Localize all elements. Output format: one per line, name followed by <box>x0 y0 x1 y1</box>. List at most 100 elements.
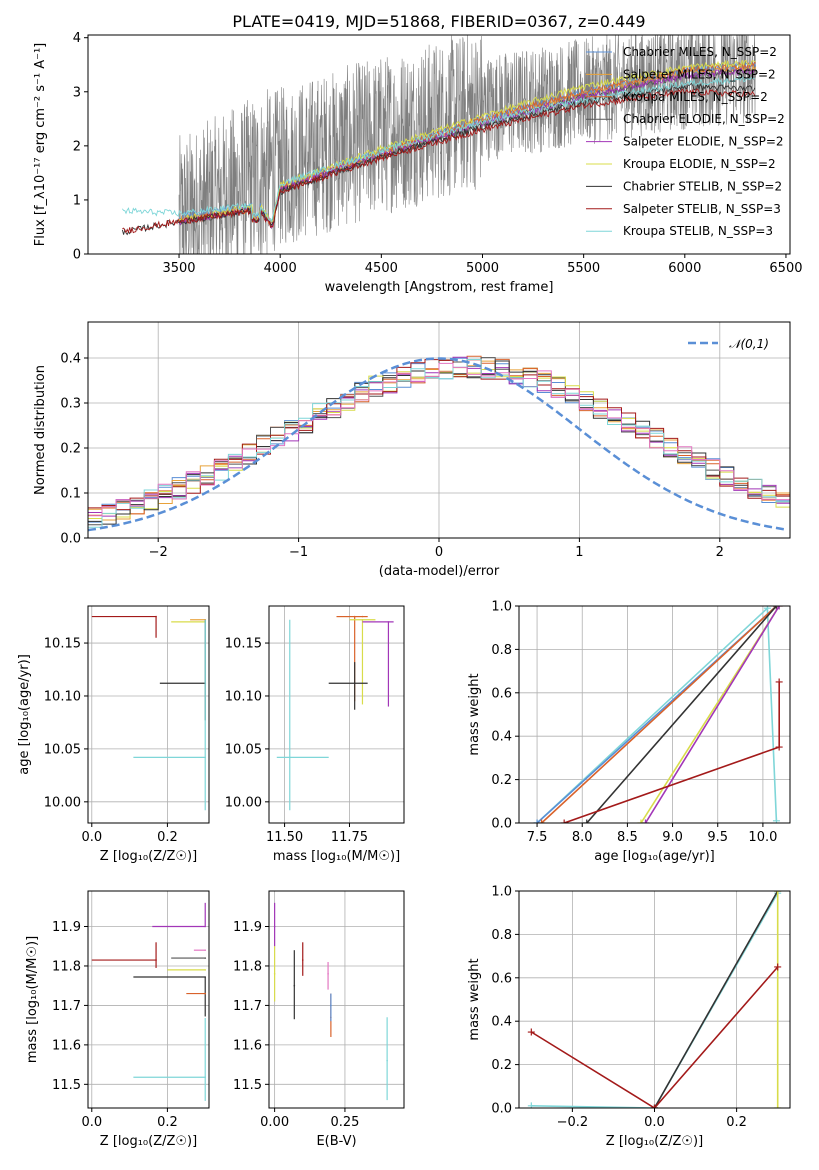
data-point <box>273 973 276 975</box>
y-tick-label: 11.5 <box>233 1078 262 1093</box>
y-tick-label: 11.9 <box>52 920 81 935</box>
data-point <box>204 925 207 928</box>
y-tick-label: 10.05 <box>225 742 262 757</box>
x-axis-label: Z [log₁₀(Z/Z☉)] <box>606 1134 703 1149</box>
x-axis-label: (data-model)/error <box>379 564 500 579</box>
axes-frame <box>268 890 405 1109</box>
data-point <box>204 976 207 978</box>
x-tick-label: 4500 <box>365 261 398 276</box>
normal-reference-curve <box>88 357 788 532</box>
legend: Chabrier MILES, N_SSP=2 Salpeter MILES, N… <box>586 45 785 238</box>
x-axis-label: mass [log₁₀(M/M☉)] <box>273 849 400 864</box>
data-point <box>386 1059 388 1062</box>
legend-label: Kroupa STELIB, N_SSP=3 <box>623 224 773 238</box>
y-tick-label: 0.1 <box>60 487 81 502</box>
legend-label: Chabrier STELIB, N_SSP=2 <box>623 179 782 193</box>
y-tick-label: 11.6 <box>233 1038 262 1053</box>
x-tick-label: −1 <box>289 545 308 560</box>
legend-label: Kroupa MILES, N_SSP=2 <box>623 90 768 104</box>
axes-frame <box>268 605 405 824</box>
y-tick-label: 11.8 <box>233 959 262 974</box>
y-tick-label: 1.0 <box>491 600 512 615</box>
x-tick-label: 9.0 <box>662 830 683 845</box>
x-tick-label: −0.2 <box>557 1115 589 1130</box>
weight-line <box>653 891 779 1108</box>
weight-marker <box>538 819 546 823</box>
y-tick-label: 0.3 <box>60 397 81 412</box>
weight-vs-age-panel: 7.5 8.0 8.5 9.0 9.5 10.0 0.0 0.2 0.4 0.6 0.8 1.0 age… <box>467 600 791 864</box>
y-tick-label: 0.0 <box>491 1102 512 1117</box>
y-tick-label: 0.2 <box>491 773 512 788</box>
y-tick-label: 11.7 <box>233 999 262 1014</box>
weight-marker <box>527 1102 535 1108</box>
weight-marker <box>527 1028 535 1036</box>
data-point <box>293 984 296 987</box>
data-point <box>204 949 207 951</box>
x-axis-label: E(B-V) <box>316 1134 356 1149</box>
x-tick-label: 0.0 <box>644 1115 665 1130</box>
y-tick-label: 11.7 <box>52 999 81 1014</box>
plot-area <box>276 615 394 811</box>
axes-frame <box>87 890 210 1109</box>
data-point <box>204 969 207 971</box>
x-axis-label: wavelength [Angstrom, rest frame] <box>325 280 554 295</box>
spectrum-panel: Chabrier MILES, N_SSP=2 Salpeter MILES, N… <box>33 12 803 295</box>
x-tick-label: 3500 <box>162 261 195 276</box>
age-vs-metallicity-panel: 0.0 0.2 10.00 10.05 10.10 10.15 Z [log₁₀(Z/Z☉)… <box>17 605 210 864</box>
data-point <box>353 682 356 685</box>
axes-frame <box>87 605 210 824</box>
weight-marker <box>583 819 591 823</box>
y-tick-label: 0.2 <box>60 442 81 457</box>
data-point <box>273 925 276 928</box>
legend: 𝒩(0,1) <box>688 337 769 351</box>
weight-marker <box>651 1104 658 1108</box>
residual-histogram <box>88 362 790 517</box>
y-tick-label: 0.2 <box>491 1058 512 1073</box>
y-axis-label: Normed distribution <box>33 365 48 495</box>
y-tick-label: 0.6 <box>491 686 512 701</box>
data-point <box>288 756 291 759</box>
y-tick-label: 1 <box>73 193 81 208</box>
x-tick-label: 5500 <box>567 261 600 276</box>
x-tick-label: −2 <box>149 545 168 560</box>
data-point <box>204 756 207 759</box>
x-tick-label: 4000 <box>264 261 297 276</box>
x-axis-label: age [log₁₀(age/yr)] <box>594 849 715 864</box>
axes-frame <box>87 34 791 255</box>
x-tick-label: 2 <box>716 545 724 560</box>
x-tick-label: 6500 <box>769 261 802 276</box>
y-tick-label: 10.05 <box>44 742 81 757</box>
weight-marker <box>774 1104 782 1108</box>
x-tick-label: 0.25 <box>330 1115 359 1130</box>
y-tick-label: 4 <box>73 31 81 46</box>
weight-marker <box>775 678 783 686</box>
age-vs-mass-panel: 11.50 11.75 10.00 10.05 10.10 10.15 mass [log₁… <box>225 605 405 864</box>
x-tick-label: 11.75 <box>331 830 368 845</box>
residual-histogram <box>88 359 790 528</box>
y-tick-label: 0.8 <box>491 643 512 658</box>
data-point <box>155 615 157 618</box>
x-tick-label: 0.0 <box>81 1115 102 1130</box>
x-tick-label: 9.5 <box>707 830 728 845</box>
model-line <box>122 88 756 234</box>
y-axis-label: mass weight <box>467 673 482 755</box>
y-tick-label: 0.0 <box>491 817 512 832</box>
weight-marker <box>641 819 649 823</box>
weight-marker <box>774 963 782 971</box>
x-tick-label: 0.2 <box>157 830 178 845</box>
legend-label: Salpeter STELIB, N_SSP=3 <box>623 202 781 216</box>
legend-label: 𝒩(0,1) <box>729 337 769 351</box>
y-tick-label: 3 <box>73 85 81 100</box>
y-tick-label: 11.6 <box>52 1038 81 1053</box>
data-point <box>353 615 356 618</box>
x-tick-label: 10.0 <box>748 830 777 845</box>
mass-vs-extinction-panel: 0.00 0.25 11.5 11.6 11.7 11.8 11.9 E(B-V) <box>233 890 405 1149</box>
legend-label: Chabrier ELODIE, N_SSP=2 <box>623 112 785 126</box>
x-tick-label: 8.5 <box>617 830 638 845</box>
plot-area <box>91 902 207 1101</box>
weight-line <box>530 966 779 1108</box>
weight-marker <box>772 606 780 610</box>
data-point <box>327 973 329 975</box>
x-axis-label: Z [log₁₀(Z/Z☉)] <box>100 1134 197 1149</box>
y-tick-label: 10.15 <box>44 637 81 652</box>
